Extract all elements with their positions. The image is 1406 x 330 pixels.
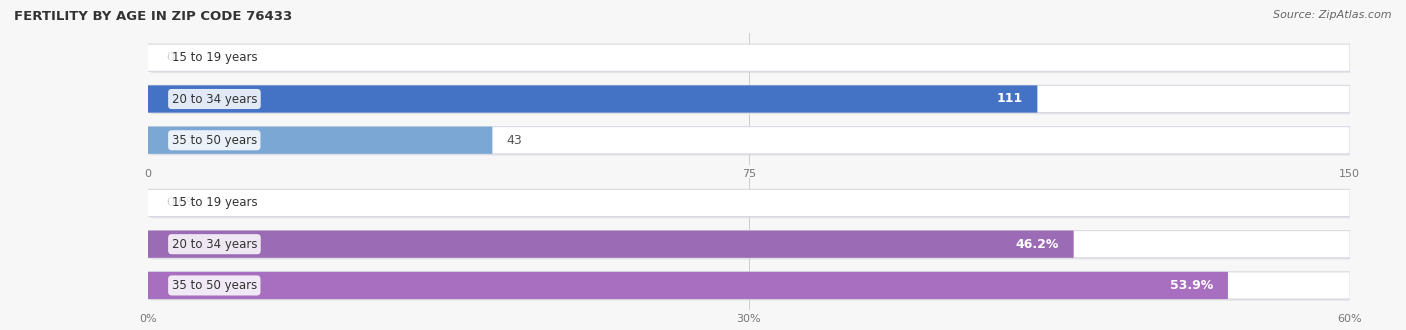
FancyBboxPatch shape	[148, 85, 1038, 113]
Text: 43: 43	[506, 134, 523, 147]
Text: FERTILITY BY AGE IN ZIP CODE 76433: FERTILITY BY AGE IN ZIP CODE 76433	[14, 10, 292, 23]
FancyBboxPatch shape	[148, 231, 1074, 258]
Text: 15 to 19 years: 15 to 19 years	[172, 196, 257, 210]
FancyBboxPatch shape	[150, 232, 1354, 259]
FancyBboxPatch shape	[148, 44, 1350, 71]
Text: 35 to 50 years: 35 to 50 years	[172, 134, 257, 147]
Text: 111: 111	[997, 92, 1022, 106]
FancyBboxPatch shape	[150, 87, 1354, 114]
Text: 20 to 34 years: 20 to 34 years	[172, 92, 257, 106]
Text: 15 to 19 years: 15 to 19 years	[172, 51, 257, 64]
FancyBboxPatch shape	[148, 85, 1350, 113]
FancyBboxPatch shape	[150, 274, 1354, 301]
Text: 35 to 50 years: 35 to 50 years	[172, 279, 257, 292]
Text: 0.0%: 0.0%	[166, 196, 198, 210]
FancyBboxPatch shape	[148, 127, 1350, 154]
FancyBboxPatch shape	[150, 191, 1354, 218]
FancyBboxPatch shape	[150, 128, 1354, 155]
Text: 0: 0	[166, 51, 174, 64]
FancyBboxPatch shape	[150, 46, 1354, 73]
Text: 53.9%: 53.9%	[1170, 279, 1213, 292]
FancyBboxPatch shape	[148, 189, 1350, 216]
FancyBboxPatch shape	[148, 272, 1227, 299]
Text: 46.2%: 46.2%	[1015, 238, 1059, 251]
Text: 20 to 34 years: 20 to 34 years	[172, 238, 257, 251]
FancyBboxPatch shape	[148, 231, 1350, 258]
FancyBboxPatch shape	[148, 272, 1350, 299]
Text: Source: ZipAtlas.com: Source: ZipAtlas.com	[1274, 10, 1392, 20]
FancyBboxPatch shape	[148, 127, 492, 154]
